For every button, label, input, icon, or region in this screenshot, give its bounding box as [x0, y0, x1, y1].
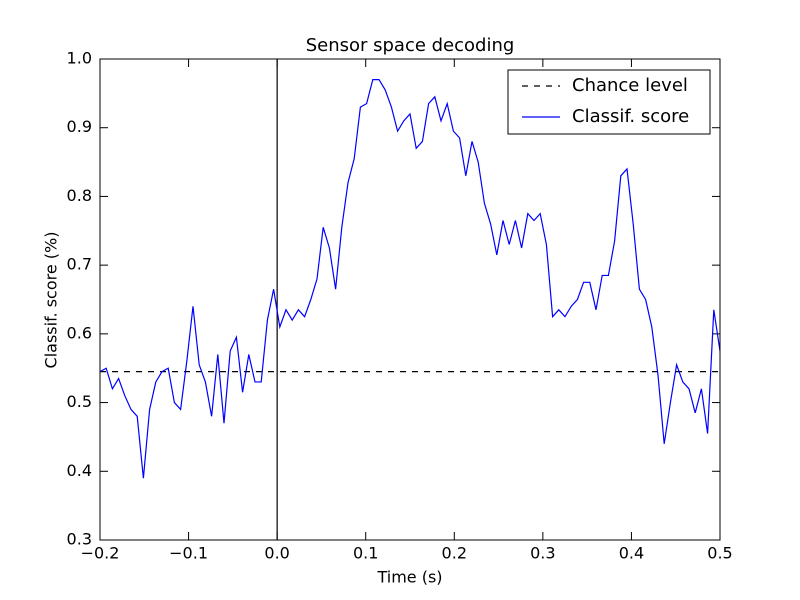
legend-label: Classif. score	[572, 106, 689, 127]
y-tick-label: 0.5	[67, 392, 92, 411]
y-tick-label: 1.0	[67, 49, 92, 68]
y-tick-label: 0.3	[67, 530, 92, 549]
x-tick-label: 0.4	[619, 544, 644, 563]
legend-box	[507, 69, 711, 135]
plot-frame	[99, 58, 721, 541]
chart-title: Sensor space decoding	[306, 35, 515, 56]
y-tick-label: 0.6	[67, 323, 92, 342]
y-tick-label: 0.8	[67, 186, 92, 205]
y-tick-label: 0.7	[67, 255, 92, 274]
score-line	[99, 79, 721, 479]
x-tick-label: −0.1	[169, 544, 208, 563]
x-tick-label: 0.2	[442, 544, 467, 563]
x-tick-label: 0.1	[353, 544, 378, 563]
legend-label: Chance level	[572, 75, 688, 96]
x-tick-label: 0.0	[264, 544, 289, 563]
x-tick-label: 0.3	[530, 544, 555, 563]
x-tick-label: 0.5	[707, 544, 732, 563]
y-axis-label: Classif. score (%)	[42, 232, 61, 369]
y-tick-label: 0.4	[67, 461, 92, 480]
x-tick-label: −0.2	[81, 544, 120, 563]
x-axis-label: Time (s)	[376, 568, 442, 587]
y-tick-label: 0.9	[67, 117, 92, 136]
